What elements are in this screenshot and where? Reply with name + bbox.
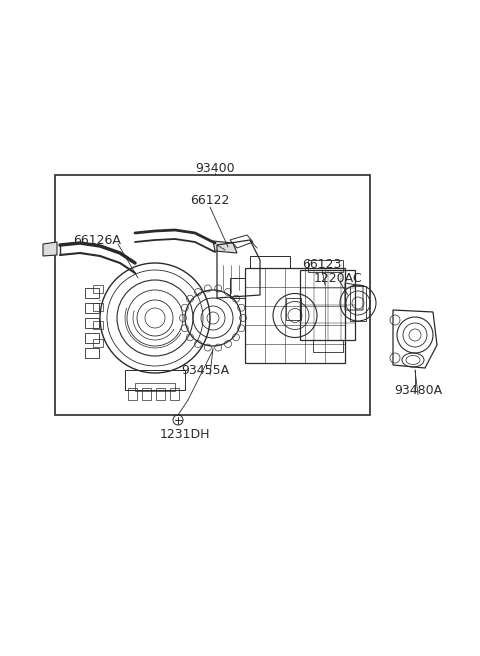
Text: 1220AC: 1220AC: [314, 272, 362, 285]
Bar: [85, 303, 99, 313]
Text: 66122: 66122: [190, 194, 230, 207]
Bar: [85, 288, 99, 298]
Bar: [93, 339, 103, 347]
Bar: [300, 270, 355, 340]
Text: 93400: 93400: [195, 161, 235, 174]
Text: 1231DH: 1231DH: [160, 428, 210, 441]
Bar: [128, 388, 137, 400]
Bar: [313, 340, 343, 352]
Bar: [85, 318, 99, 328]
Bar: [85, 348, 99, 358]
Bar: [245, 268, 345, 363]
Bar: [308, 260, 343, 272]
Bar: [135, 383, 175, 391]
Bar: [156, 388, 165, 400]
Bar: [350, 286, 366, 321]
Polygon shape: [43, 242, 57, 256]
Text: 93455A: 93455A: [181, 363, 229, 377]
Bar: [93, 303, 103, 311]
Text: 93480A: 93480A: [394, 384, 442, 396]
Bar: [55, 175, 370, 415]
Bar: [125, 370, 185, 390]
Polygon shape: [213, 241, 237, 253]
Bar: [93, 321, 103, 329]
Bar: [286, 298, 301, 320]
Bar: [142, 388, 151, 400]
Text: 66123: 66123: [302, 258, 342, 272]
Text: 66126A: 66126A: [73, 234, 121, 247]
Bar: [93, 285, 103, 293]
Bar: [85, 333, 99, 343]
Bar: [170, 388, 179, 400]
